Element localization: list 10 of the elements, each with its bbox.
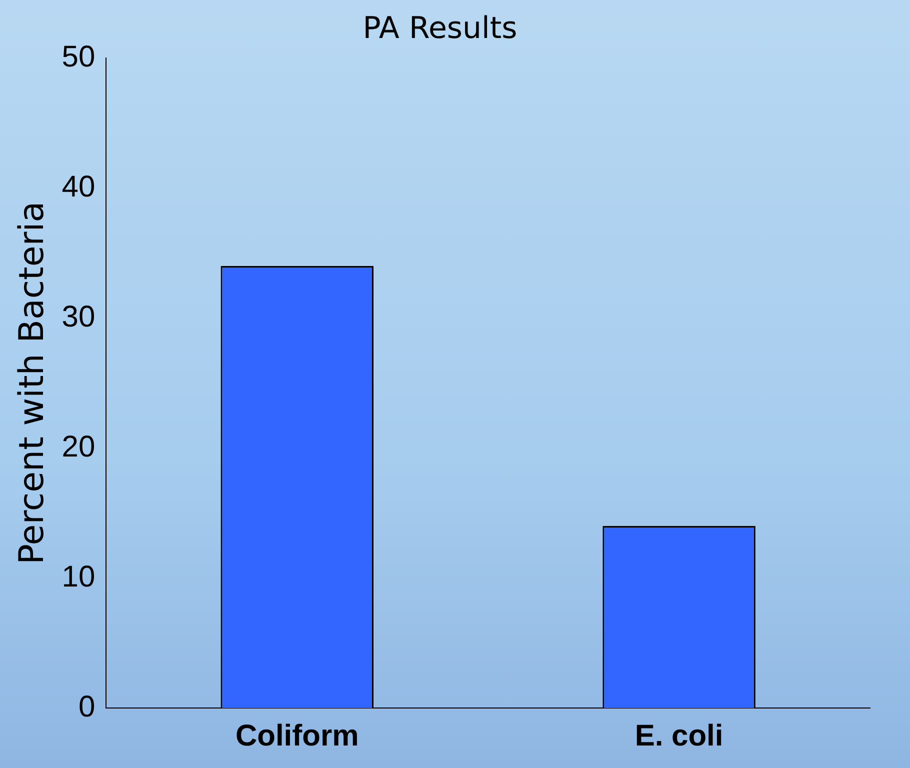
y-tick-label: 40 xyxy=(62,170,96,204)
y-tick-label: 50 xyxy=(62,40,96,74)
y-axis-title: Percent with Bacteria xyxy=(12,201,52,565)
y-tick-label: 0 xyxy=(78,690,96,724)
chart-title: PA Results xyxy=(362,10,518,46)
x-tick-label: Coliform xyxy=(235,719,359,752)
y-tick-label: 20 xyxy=(62,430,96,464)
y-tick-label: 30 xyxy=(62,300,96,334)
y-tick-label: 10 xyxy=(62,560,96,594)
x-tick-label: E. coli xyxy=(634,719,724,752)
